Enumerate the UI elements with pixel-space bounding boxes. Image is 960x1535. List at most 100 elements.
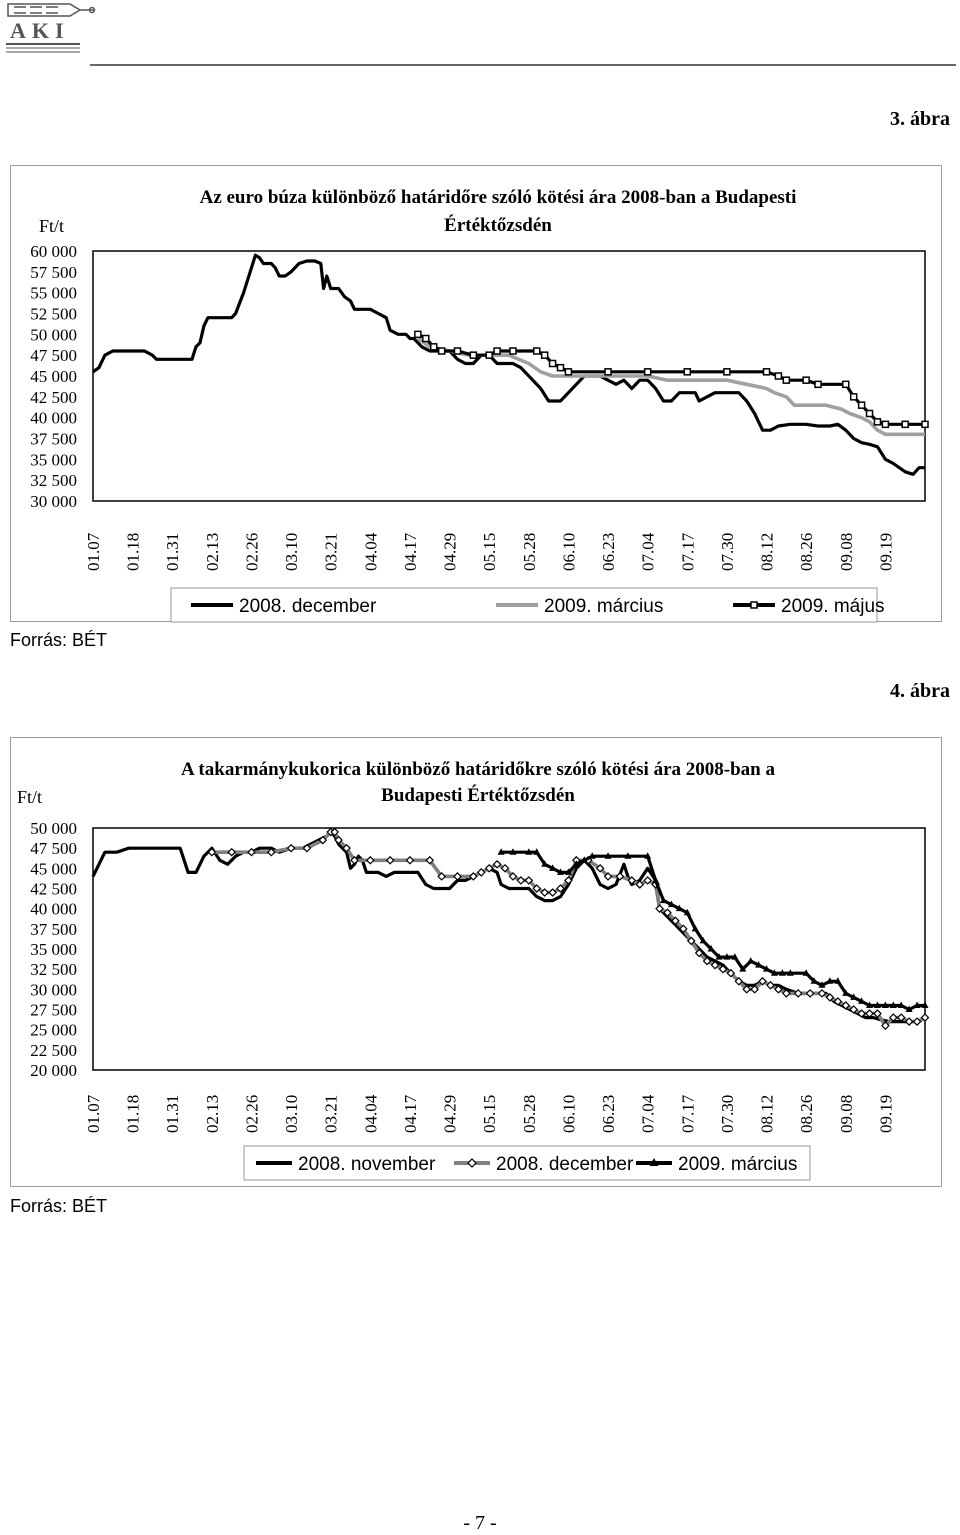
data-point bbox=[849, 393, 858, 401]
y-tick-label: 42 500 bbox=[30, 880, 77, 899]
data-point bbox=[858, 997, 866, 1004]
x-tick-label: 05.28 bbox=[520, 533, 539, 571]
data-point bbox=[731, 953, 739, 960]
legend-label: 2009. május bbox=[781, 596, 885, 617]
x-tick-label: 04.04 bbox=[361, 1094, 380, 1133]
data-point bbox=[564, 876, 573, 885]
source-label-3: Forrás: BÉT bbox=[10, 630, 108, 650]
data-point bbox=[734, 976, 744, 986]
data-point bbox=[873, 418, 882, 426]
data-point bbox=[912, 1017, 922, 1026]
y-tick-label: 35 000 bbox=[30, 450, 77, 469]
chart-title-line: A takarmánykukorica különböző határidőkr… bbox=[181, 759, 775, 780]
data-point bbox=[802, 376, 810, 384]
series-line bbox=[416, 337, 925, 437]
data-point bbox=[207, 847, 217, 857]
x-tick-label: 04.29 bbox=[441, 533, 460, 571]
data-point bbox=[414, 330, 422, 339]
y-tick-label: 50 000 bbox=[30, 819, 77, 838]
data-point bbox=[678, 924, 688, 934]
y-tick-label: 45 000 bbox=[30, 367, 77, 386]
data-point bbox=[541, 860, 549, 867]
data-point bbox=[763, 965, 771, 972]
data-point bbox=[525, 848, 533, 855]
data-point bbox=[532, 347, 541, 355]
data-point bbox=[778, 969, 786, 976]
series-line bbox=[501, 850, 925, 1012]
data-point bbox=[774, 984, 783, 994]
x-tick-label: 01.07 bbox=[84, 1094, 103, 1133]
logo-text: AKI bbox=[10, 18, 70, 43]
data-point bbox=[849, 1005, 859, 1014]
data-point bbox=[817, 989, 827, 998]
y-tick-label: 22 500 bbox=[30, 1041, 77, 1060]
data-point bbox=[913, 1001, 921, 1008]
y-tick-label: 60 000 bbox=[30, 242, 77, 261]
x-tick-label: 01.31 bbox=[163, 533, 182, 571]
y-tick-label: 32 500 bbox=[30, 471, 77, 490]
x-tick-label: 05.15 bbox=[480, 533, 499, 571]
data-point bbox=[557, 868, 565, 875]
data-point bbox=[850, 993, 858, 1000]
data-point bbox=[422, 334, 430, 343]
x-tick-label: 04.04 bbox=[361, 532, 380, 571]
legend-label: 2009. március bbox=[678, 1154, 797, 1175]
x-tick-label: 02.26 bbox=[242, 1095, 261, 1133]
data-point bbox=[723, 953, 731, 960]
x-tick-label: 03.10 bbox=[282, 533, 301, 571]
data-point bbox=[691, 924, 699, 932]
y-tick-label: 55 000 bbox=[30, 284, 77, 303]
data-point bbox=[660, 896, 668, 904]
chart-title-line: Budapesti Értéktőzsdén bbox=[381, 784, 575, 806]
data-point bbox=[707, 945, 715, 952]
x-tick-label: 04.17 bbox=[401, 532, 420, 571]
chart-maize: A takarmánykukorica különböző határidőkr… bbox=[17, 759, 930, 1181]
data-point bbox=[508, 872, 518, 881]
x-tick-label: 07.30 bbox=[718, 1095, 737, 1133]
data-point bbox=[881, 420, 890, 429]
data-point bbox=[286, 843, 296, 853]
data-point bbox=[774, 372, 783, 380]
data-point bbox=[643, 368, 652, 376]
x-tick-label: 09.19 bbox=[876, 1095, 895, 1133]
data-point bbox=[342, 843, 351, 853]
chart-title-line: Az euro búza különböző határidőre szóló … bbox=[200, 187, 797, 208]
y-tick-label: 37 500 bbox=[30, 430, 77, 449]
data-point bbox=[739, 965, 747, 972]
data-point bbox=[580, 856, 588, 863]
data-point bbox=[385, 855, 395, 865]
data-point bbox=[857, 1009, 866, 1018]
data-point bbox=[826, 977, 834, 984]
x-tick-label: 01.18 bbox=[124, 1095, 143, 1133]
x-tick-label: 01.18 bbox=[124, 533, 143, 571]
data-point bbox=[726, 968, 736, 978]
data-point bbox=[825, 993, 835, 1002]
data-point bbox=[548, 359, 557, 368]
legend-box bbox=[243, 1145, 811, 1181]
data-point bbox=[556, 363, 565, 372]
y-tick-label: 47 500 bbox=[30, 346, 77, 365]
data-point bbox=[715, 953, 723, 960]
data-point bbox=[686, 936, 696, 946]
data-point bbox=[492, 859, 502, 869]
header-rule bbox=[90, 64, 956, 66]
aki-logo: AKI bbox=[6, 3, 96, 53]
data-point bbox=[453, 347, 462, 355]
x-tick-label: 07.04 bbox=[639, 1094, 658, 1133]
data-point bbox=[814, 380, 822, 389]
y-tick-label: 47 500 bbox=[30, 839, 77, 858]
x-tick-label: 08.12 bbox=[758, 533, 777, 571]
data-point bbox=[694, 948, 704, 958]
data-point bbox=[802, 969, 810, 976]
data-point bbox=[786, 969, 794, 976]
data-point bbox=[833, 997, 843, 1006]
data-point bbox=[485, 351, 493, 359]
data-point bbox=[866, 1001, 874, 1008]
y-tick-label: 40 000 bbox=[30, 409, 77, 428]
data-point bbox=[509, 848, 517, 855]
y-tick-label: 32 500 bbox=[30, 960, 77, 979]
data-point bbox=[663, 908, 672, 918]
data-point bbox=[564, 368, 573, 376]
data-point bbox=[405, 855, 415, 865]
data-point bbox=[750, 984, 759, 994]
